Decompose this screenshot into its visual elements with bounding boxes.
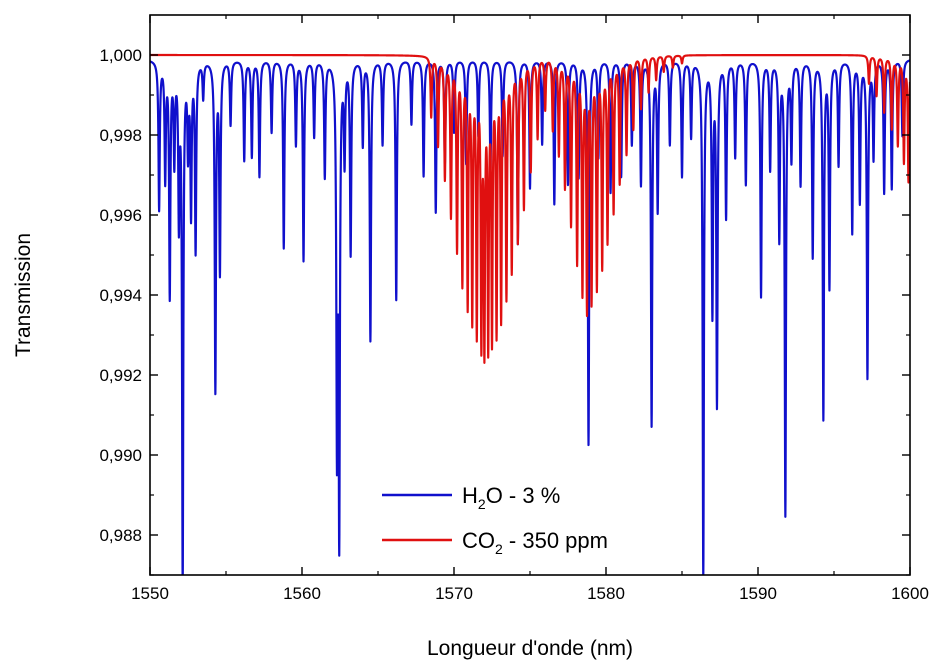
- y-tick-label: 0,994: [99, 286, 142, 305]
- y-tick-label: 0,996: [99, 206, 142, 225]
- y-tick-label: 0,992: [99, 366, 142, 385]
- x-tick-label: 1580: [587, 584, 625, 603]
- y-tick-label: 0,998: [99, 126, 142, 145]
- series-layer: [150, 53, 910, 575]
- x-tick-label: 1600: [891, 584, 929, 603]
- x-tick-label: 1560: [283, 584, 321, 603]
- y-tick-label: 0,988: [99, 526, 142, 545]
- x-tick-label: 1590: [739, 584, 777, 603]
- legend: H2O - 3 % CO2 - 350 ppm: [382, 483, 608, 557]
- y-axis-title: Transmission: [12, 233, 35, 357]
- x-axis-title: Longueur d'onde (nm): [427, 637, 633, 660]
- y-tick-label: 0,990: [99, 446, 142, 465]
- y-tick-label: 1,000: [99, 46, 142, 65]
- legend-label: CO2 - 350 ppm: [462, 528, 608, 557]
- series-line: [150, 59, 910, 575]
- legend-label: H2O - 3 %: [462, 483, 560, 512]
- x-tick-label: 1550: [131, 584, 169, 603]
- tick-layer: 1550 1560 1570 1580 1590 1600 0,988 0,990 0,992 0…: [99, 15, 929, 603]
- x-tick-label: 1570: [435, 584, 473, 603]
- series-line: [150, 53, 910, 364]
